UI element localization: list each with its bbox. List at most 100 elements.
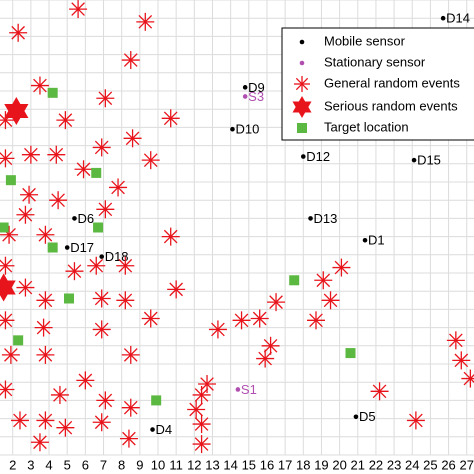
data-point [36,411,55,430]
dot-marker [99,254,105,259]
asterisk-stroke [11,25,25,40]
asterisk-stroke [2,227,16,242]
asterisk-stroke [123,53,138,67]
asterisk-stroke [118,258,133,273]
data-point [10,411,29,430]
legend-marker [297,123,307,133]
data-point [121,51,140,70]
data-point [300,154,306,159]
data-point [411,157,417,163]
asterisk-stroke [334,260,349,275]
x-tick-label: 13 [205,457,219,472]
asterisk-stroke [76,162,91,177]
hexagram-part [292,101,312,118]
asterisk-stroke [98,202,113,217]
data-point [34,318,53,337]
data-point [99,254,105,259]
data-point [47,242,58,253]
asterisk-stroke [89,258,104,273]
asterisk-stroke [316,273,331,288]
data-point [92,138,111,157]
data-point [230,126,235,132]
point-label: D9 [248,80,265,95]
asterisk-stroke [58,113,73,127]
asterisk-stroke [24,147,38,162]
x-tick-label: 4 [45,457,52,472]
dot-marker [242,85,248,90]
point-label: D10 [235,122,259,137]
data-point [446,331,465,350]
data-point [30,76,49,95]
point-label: D13 [314,211,338,226]
data-point [96,89,115,108]
dot-marker [353,414,359,420]
asterisk-stroke [38,413,53,428]
asterisk-stroke [38,348,53,362]
data-point [192,415,211,434]
asterisk-stroke [78,373,93,388]
point-label: S1 [241,382,257,397]
asterisk-stroke [194,388,209,402]
data-point [16,205,35,224]
legend-marker [294,76,310,92]
x-tick-label: 18 [296,457,310,472]
x-tick-label: 14 [223,457,237,472]
data-point [69,0,88,19]
point-label: D4 [156,422,173,437]
data-point [36,291,55,310]
asterisk-stroke [111,180,125,195]
x-tick-label: 19 [314,457,328,472]
square-marker [91,167,102,178]
x-tick-label: 23 [387,457,401,472]
asterisk-stroke [143,153,158,167]
square-marker [0,222,9,233]
dot-marker [300,154,306,159]
data-point [91,167,102,178]
data-point [47,87,58,98]
asterisk-stroke [4,348,18,362]
x-tick-label: 7 [100,457,107,472]
data-point [308,216,313,221]
x-tick-label: 2 [9,457,16,472]
data-point [406,411,425,430]
asterisk-stroke [143,311,158,326]
asterisk-stroke [309,313,323,328]
data-point [353,414,359,420]
data-point [30,433,49,452]
data-point [141,151,160,170]
data-point [187,400,206,419]
asterisk-stroke [252,311,267,326]
asterisk-stroke [0,313,13,327]
square-marker [47,87,58,98]
point-label: S3 [248,89,264,104]
x-tick-label: 15 [242,457,256,472]
square-marker [297,123,307,133]
asterisk-stroke [0,151,13,165]
x-tick-label: 12 [187,457,201,472]
data-point [76,371,95,390]
legend-label: General random events [324,75,460,90]
data-point [92,289,111,308]
asterisk-stroke [18,280,33,295]
data-point [92,320,111,339]
asterisk-stroke [189,402,203,417]
asterisk-stroke [234,313,249,328]
asterisk-stroke [138,15,153,29]
asterisk-stroke [38,227,53,242]
asterisk-stroke [163,111,178,126]
data-point [116,256,135,275]
asterisk-stroke [67,264,82,279]
asterisk-stroke [33,435,47,450]
data-point [192,435,211,454]
asterisk-stroke [118,293,133,308]
square-marker [93,222,104,233]
data-point [1,345,20,364]
asterisk-stroke [122,431,136,446]
data-point [0,222,9,233]
x-tick-label: 25 [423,457,437,472]
point-label: D6 [77,211,94,226]
data-point [150,427,155,432]
asterisk-stroke [258,351,272,366]
legend-label: Serious random events [324,98,458,113]
data-point [232,311,251,330]
